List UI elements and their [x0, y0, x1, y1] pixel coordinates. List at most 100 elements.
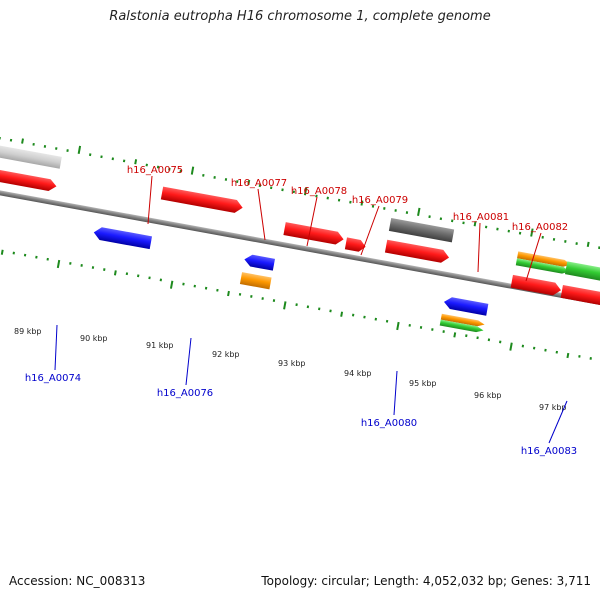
inner-tick [306, 305, 310, 309]
feature-h16_A0082[interactable] [560, 285, 600, 307]
inner-tick [148, 276, 151, 280]
outer-tick [156, 165, 160, 169]
feature-h16_A0080-orange[interactable] [440, 313, 485, 328]
feature-h16_A0073[interactable] [0, 158, 58, 192]
outer-tick [88, 153, 92, 157]
outer-tick [224, 178, 228, 181]
feature-h16_A0076-orange[interactable] [239, 272, 272, 290]
feature-h16_A0080[interactable] [443, 296, 489, 316]
outer-tick [383, 207, 386, 210]
gene-name[interactable]: h16_A0079 [352, 195, 408, 206]
outer-tick [462, 221, 465, 225]
inner-tick [487, 338, 491, 342]
feature-h16_A0081-orange[interactable] [517, 251, 571, 268]
inner-tick [385, 319, 389, 323]
outer-tick [541, 235, 544, 239]
gene-name[interactable]: h16_A0075 [127, 165, 183, 176]
leader-line [477, 222, 481, 273]
leader-line [306, 196, 318, 247]
inner-tick [295, 303, 298, 307]
gene-name[interactable]: h16_A0076 [157, 388, 213, 399]
gene-label-h16_A0077[interactable]: h16_A0077 [231, 178, 287, 241]
inner-tick [169, 280, 174, 289]
leader-line [360, 205, 380, 256]
inner-tick [80, 264, 83, 267]
inner-tick [544, 348, 547, 352]
outer-tick [496, 227, 499, 231]
inner-tick [521, 344, 525, 348]
feature-h16_A0081[interactable] [510, 274, 563, 297]
feature-h16_A0076[interactable] [243, 253, 275, 271]
outer-tick [575, 242, 578, 245]
gene-label-h16_A0075[interactable]: h16_A0075 [127, 165, 183, 225]
feature-h16_A0074[interactable] [93, 226, 153, 250]
gene-name[interactable]: h16_A0082 [512, 222, 568, 233]
inner-tick [442, 330, 445, 333]
gene-name[interactable]: h16_A0080 [361, 418, 417, 429]
inner-tick [509, 342, 513, 351]
outer-tick [315, 194, 318, 198]
accession-number: Accession: NC_008313 [9, 574, 146, 588]
gene-label-h16_A0078[interactable]: h16_A0078 [291, 186, 347, 247]
gene-label-h16_A0083[interactable]: h16_A0083 [521, 400, 577, 457]
outer-tick [530, 228, 534, 237]
feature-h16_A0078[interactable] [344, 237, 367, 252]
inner-tick [351, 313, 355, 317]
outer-tick [450, 219, 454, 223]
outer-tick [202, 173, 205, 177]
inner-tick [396, 321, 400, 331]
outer-tick [236, 180, 239, 183]
genome-summary: Topology: circular; Length: 4,052,032 bp… [261, 574, 591, 588]
feature-gray-partial[interactable] [0, 135, 62, 169]
gene-label-h16_A0076[interactable]: h16_A0076 [157, 337, 213, 399]
gene-labels: h16_A0075 h16_A0077 h16_A0078 h16_A0079 h16_… [25, 165, 577, 457]
outer-tick [55, 147, 58, 150]
inner-tick [113, 270, 117, 276]
gene-label-h16_A0082[interactable]: h16_A0082 [512, 222, 568, 282]
gene-name[interactable]: h16_A0078 [291, 186, 347, 197]
feature-h16_A0079[interactable] [384, 239, 450, 264]
inner-tick [453, 332, 457, 338]
outer-tick [439, 217, 443, 221]
outer-tick [281, 188, 284, 192]
inner-tick [0, 249, 4, 255]
inner-tick [216, 288, 219, 292]
gene-name[interactable]: h16_A0077 [231, 178, 287, 189]
scale-label: 96 kbp [474, 391, 502, 400]
inner-tick [374, 317, 377, 321]
inner-tick [56, 259, 61, 269]
outer-tick [292, 190, 296, 194]
leader-line [393, 370, 398, 416]
inner-tick [238, 292, 242, 296]
gene-name[interactable]: h16_A0074 [25, 373, 81, 384]
outer-tick [43, 145, 47, 148]
outer-tick [428, 215, 431, 219]
gene-label-h16_A0079[interactable]: h16_A0079 [352, 195, 408, 256]
feature-h16_A0080-green[interactable] [439, 319, 484, 334]
outer-tick [122, 159, 126, 163]
outer-tick [258, 184, 262, 188]
gene-label-h16_A0081[interactable]: h16_A0081 [453, 212, 509, 273]
outer-tick [473, 221, 477, 227]
gene-name[interactable]: h16_A0081 [453, 212, 509, 223]
gene-label-h16_A0074[interactable]: h16_A0074 [25, 324, 81, 384]
feature-h16_A0079-gray[interactable] [388, 218, 455, 243]
outer-tick [21, 138, 24, 144]
gene-name[interactable]: h16_A0083 [521, 446, 577, 457]
scale-label: 90 kbp [80, 334, 108, 343]
feature-h16_A0082-green[interactable] [564, 261, 600, 283]
gene-label-h16_A0080[interactable]: h16_A0080 [361, 370, 417, 429]
feature-h16_A0077[interactable] [283, 222, 344, 246]
inner-scale-ticks [0, 249, 592, 360]
inner-tick [204, 286, 208, 290]
outer-tick [134, 159, 138, 165]
inner-tick [532, 346, 536, 350]
feature-h16_A0075[interactable] [160, 186, 244, 215]
leader-line [257, 188, 266, 241]
outer-tick [179, 169, 182, 173]
feature-h16_A0081-green[interactable] [515, 258, 570, 275]
inner-tick [283, 301, 287, 310]
scale-label: 95 kbp [409, 379, 437, 388]
outer-tick [518, 231, 522, 235]
outer-tick [552, 237, 556, 241]
